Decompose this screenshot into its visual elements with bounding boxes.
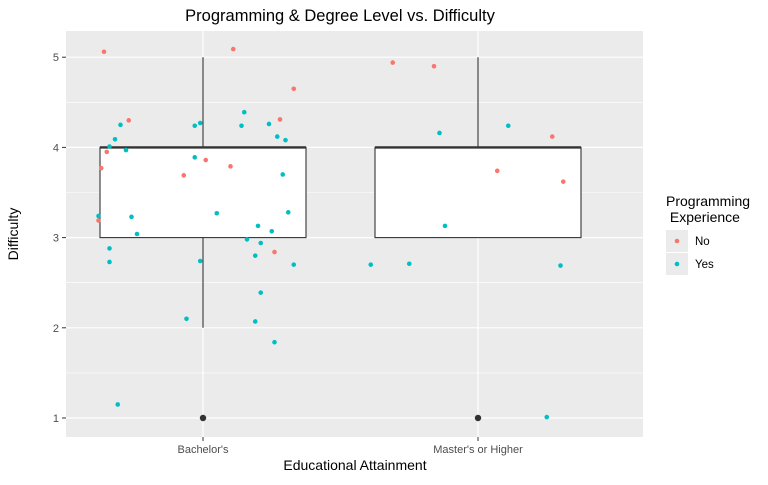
- point-yes: [406, 261, 412, 267]
- point-no: [228, 164, 233, 169]
- point-yes: [272, 339, 277, 345]
- point-no: [549, 134, 555, 139]
- point-yes: [505, 123, 511, 129]
- point-no: [96, 218, 101, 223]
- y-tick-label: 2: [53, 323, 59, 335]
- point-yes: [255, 223, 261, 229]
- legend-label-yes: Yes: [695, 259, 714, 271]
- point-yes: [123, 147, 129, 153]
- point-yes: [252, 319, 258, 324]
- point-yes: [118, 122, 123, 128]
- y-tick-label: 5: [53, 52, 59, 64]
- point-yes: [291, 262, 297, 267]
- point-yes: [96, 213, 101, 219]
- point-yes: [258, 240, 264, 246]
- point-yes: [239, 123, 244, 129]
- point-no: [203, 157, 209, 163]
- point-yes: [244, 237, 250, 242]
- point-yes: [134, 231, 140, 237]
- box: [374, 146, 582, 239]
- point-yes: [241, 109, 247, 115]
- point-yes: [258, 290, 264, 295]
- point-yes: [280, 172, 286, 177]
- legend-dot-yes: [674, 261, 680, 267]
- point-yes: [285, 210, 291, 215]
- point-yes: [107, 246, 112, 251]
- point-yes: [192, 123, 198, 129]
- jitter-points: [96, 46, 566, 420]
- point-yes: [115, 402, 121, 407]
- point-yes: [269, 228, 275, 234]
- y-axis-label: Difficulty: [5, 208, 21, 261]
- point-yes: [197, 258, 203, 264]
- boxplot-2: [374, 57, 582, 422]
- x-tick-label: Bachelor's: [177, 444, 229, 456]
- point-no: [104, 149, 110, 155]
- point-no: [272, 249, 277, 255]
- y-tick-label: 4: [53, 142, 59, 154]
- point-yes: [129, 214, 134, 220]
- point-yes: [184, 316, 189, 322]
- x-tick-label: Master's or Higher: [433, 444, 523, 456]
- point-yes: [107, 144, 112, 149]
- point-yes: [112, 136, 118, 142]
- point-yes: [214, 210, 220, 216]
- point-yes: [192, 155, 198, 160]
- legend-title-line-1: Programming: [666, 193, 750, 209]
- legend: Programming Experience No Yes: [666, 193, 750, 275]
- point-yes: [107, 259, 112, 265]
- x-axis-label: Educational Attainment: [283, 457, 426, 473]
- point-no: [98, 165, 104, 171]
- point-yes: [283, 137, 288, 143]
- point-no: [101, 49, 107, 55]
- point-yes: [274, 134, 280, 139]
- point-no: [494, 168, 500, 174]
- axes: 1 2 3 4 5 Bachelor's Master's or Higher: [53, 52, 523, 456]
- box: [99, 146, 307, 239]
- point-yes: [437, 130, 442, 136]
- point-yes: [544, 414, 550, 420]
- legend-label-no: No: [695, 236, 710, 248]
- point-yes: [442, 223, 448, 229]
- point-no: [291, 86, 297, 92]
- point-yes: [558, 263, 563, 268]
- boxplot-1: [99, 57, 307, 422]
- point-yes: [252, 253, 258, 258]
- outlier-point: [199, 414, 207, 422]
- point-yes: [197, 120, 203, 126]
- point-no: [126, 118, 132, 123]
- y-tick-label: 1: [53, 413, 59, 425]
- point-yes: [368, 262, 374, 267]
- legend-dot-no: [674, 238, 680, 244]
- outlier-point: [474, 414, 482, 422]
- legend-title-line-2: Experience: [666, 209, 740, 225]
- chart-title: Programming & Degree Level vs. Difficult…: [185, 7, 495, 25]
- point-no: [277, 117, 283, 122]
- y-tick-label: 3: [53, 233, 59, 245]
- point-no: [230, 46, 236, 52]
- point-no: [560, 179, 566, 184]
- point-no: [390, 60, 396, 65]
- boxplots: [99, 57, 582, 422]
- point-no: [431, 63, 437, 69]
- point-no: [181, 173, 187, 178]
- point-yes: [266, 121, 272, 127]
